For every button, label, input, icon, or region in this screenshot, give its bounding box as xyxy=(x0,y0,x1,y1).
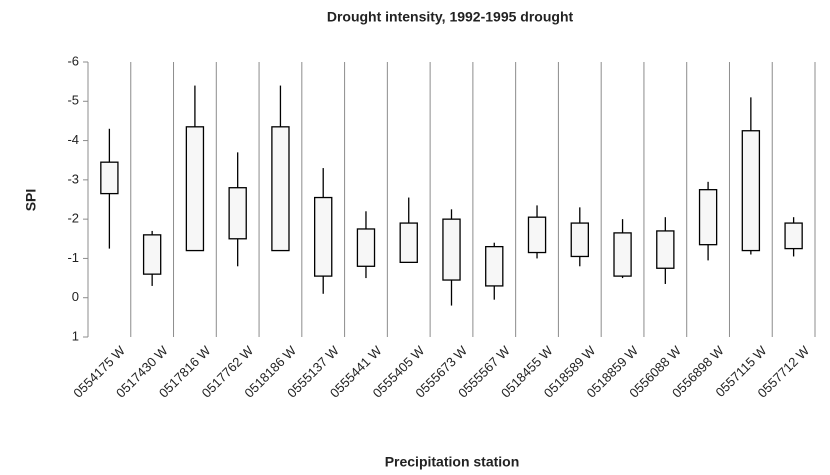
box xyxy=(185,126,205,252)
box xyxy=(741,130,761,252)
box xyxy=(784,222,803,250)
y-tick-label: -3 xyxy=(67,171,79,186)
y-tick-label: 0 xyxy=(72,289,79,304)
y-tick-label: -2 xyxy=(67,211,79,226)
box xyxy=(271,126,290,252)
box xyxy=(485,245,504,287)
box xyxy=(570,222,589,258)
box xyxy=(228,187,247,240)
box xyxy=(698,189,718,246)
box xyxy=(314,196,333,277)
y-tick-label: -4 xyxy=(67,132,79,147)
box xyxy=(613,232,632,277)
box xyxy=(100,161,119,195)
y-tick-label: 1 xyxy=(72,328,79,343)
box xyxy=(142,234,162,275)
box xyxy=(656,230,675,269)
chart-title: Drought intensity, 1992-1995 drought xyxy=(327,9,574,25)
y-tick-label: -6 xyxy=(67,53,79,68)
box xyxy=(356,228,376,267)
x-axis-title: Precipitation station xyxy=(385,454,520,470)
box xyxy=(442,218,461,281)
box xyxy=(527,216,547,254)
box xyxy=(399,222,418,264)
y-tick-label: -5 xyxy=(67,93,79,108)
y-tick-label: -1 xyxy=(67,250,79,265)
y-axis-title: SPI xyxy=(23,189,39,212)
